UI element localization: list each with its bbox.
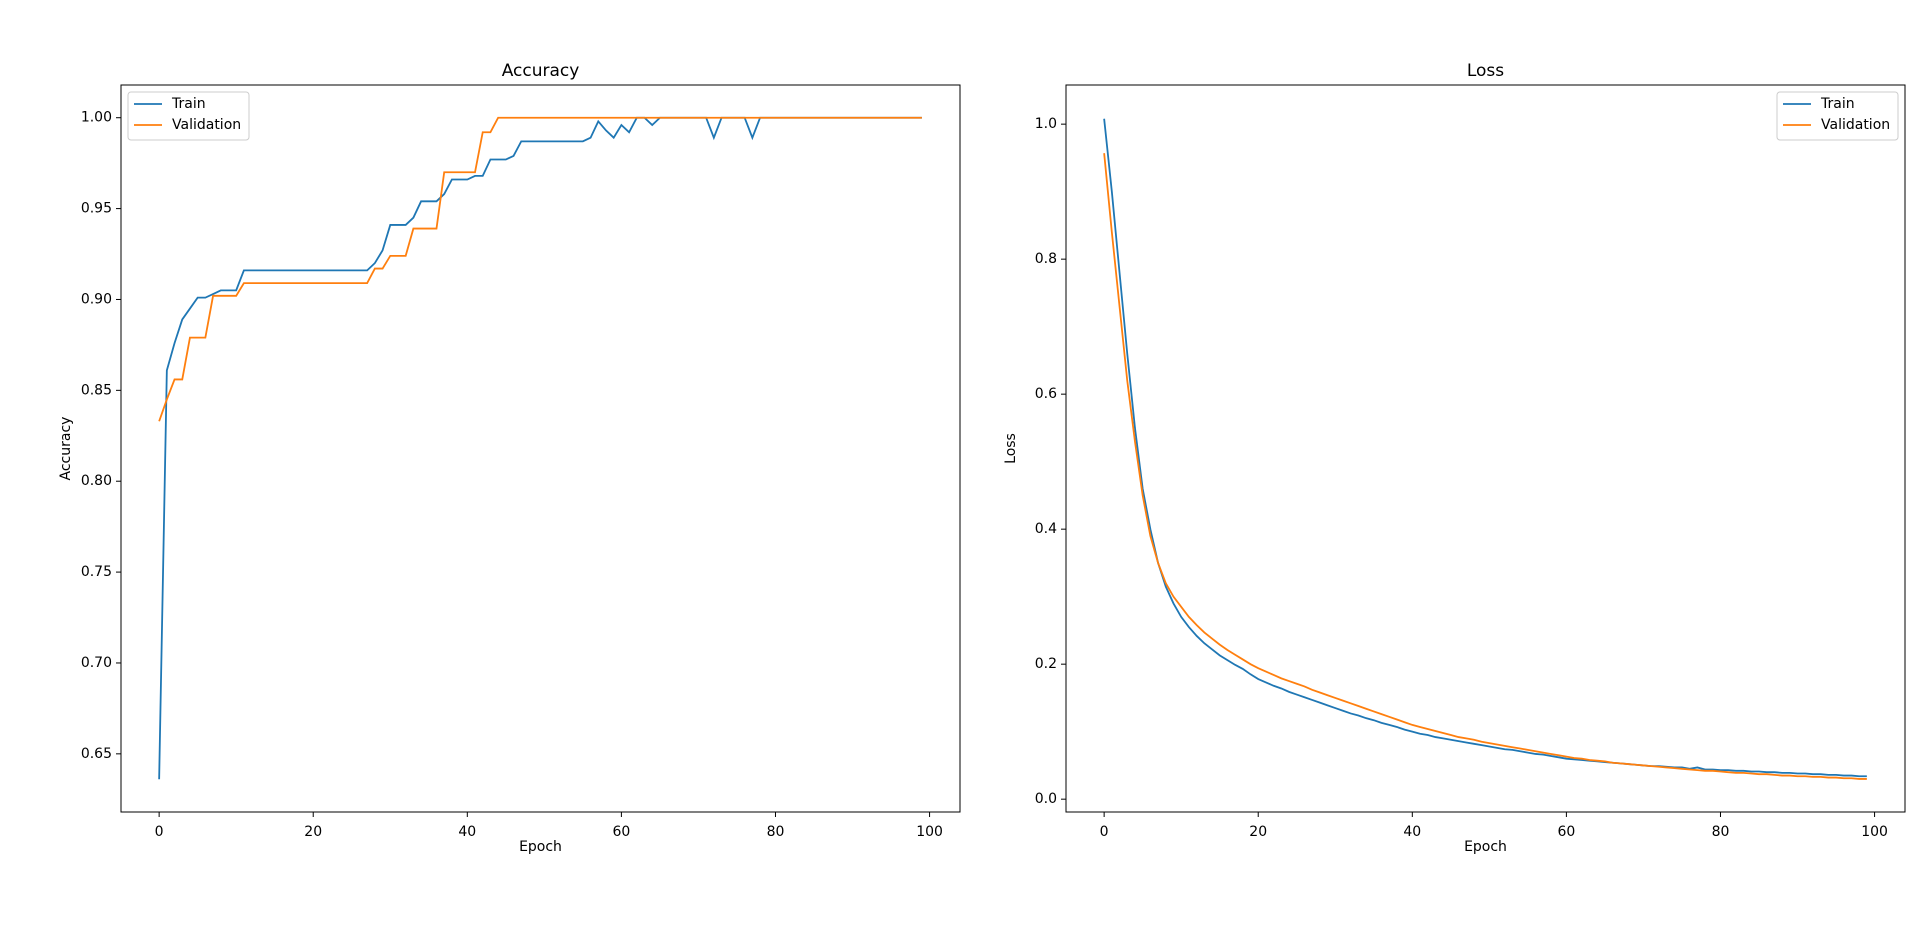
x-tick-label: 80 [1712, 824, 1730, 840]
x-tick-label: 100 [1861, 824, 1888, 840]
y-tick-label: 0.0 [1035, 791, 1057, 807]
data-line [158, 116, 922, 422]
y-tick-label: 0.70 [81, 655, 112, 671]
y-tick-label: 0.95 [81, 201, 112, 217]
x-tick-label: 40 [1403, 824, 1421, 840]
x-tick-label: 100 [916, 824, 943, 840]
y-tick-label: 0.2 [1035, 656, 1057, 672]
y-tick-label: 0.65 [81, 746, 112, 762]
y-tick-label: 0.8 [1035, 251, 1057, 267]
axes-title: Loss [1467, 61, 1504, 81]
legend-label: Validation [1821, 117, 1890, 133]
x-tick-label: 80 [767, 824, 785, 840]
legend-label: Validation [172, 117, 241, 133]
y-axis-label: Loss [1003, 433, 1019, 464]
y-tick-label: 0.90 [81, 291, 112, 307]
y-axis-label: Accuracy [58, 417, 74, 481]
x-tick-label: 60 [612, 824, 630, 840]
legend-label: Train [171, 96, 206, 112]
x-tick-label: 60 [1557, 824, 1575, 840]
x-tick-label: 0 [155, 824, 164, 840]
axes-frame [1065, 84, 1906, 813]
x-tick-label: 40 [458, 824, 476, 840]
x-tick-label: 20 [1249, 824, 1267, 840]
y-tick-label: 0.6 [1035, 386, 1057, 402]
y-tick-label: 1.0 [1035, 116, 1057, 132]
y-tick-label: 0.4 [1035, 521, 1057, 537]
x-axis-label: Epoch [519, 839, 562, 855]
axes-title: Accuracy [502, 61, 580, 81]
y-tick-label: 0.80 [81, 473, 112, 489]
axes: Accuracy Epoch Accuracy 0 20 40 60 80 100 0.65 0.7… [58, 61, 961, 855]
data-line [1103, 118, 1867, 778]
axes: Loss Epoch Loss 0 20 40 60 80 100 0.0 0.2 0.4 0.6 0.8… [1003, 61, 1906, 855]
y-tick-label: 0.85 [81, 382, 112, 398]
y-tick-label: 1.00 [81, 110, 112, 126]
legend: Train Validation [127, 91, 250, 141]
axes-frame [120, 84, 961, 813]
x-tick-label: 20 [304, 824, 322, 840]
x-axis-label: Epoch [1464, 839, 1507, 855]
legend-label: Train [1820, 96, 1855, 112]
legend: Train Validation [1776, 91, 1899, 141]
data-line [1103, 153, 1867, 780]
y-tick-label: 0.75 [81, 564, 112, 580]
x-tick-label: 0 [1100, 824, 1109, 840]
